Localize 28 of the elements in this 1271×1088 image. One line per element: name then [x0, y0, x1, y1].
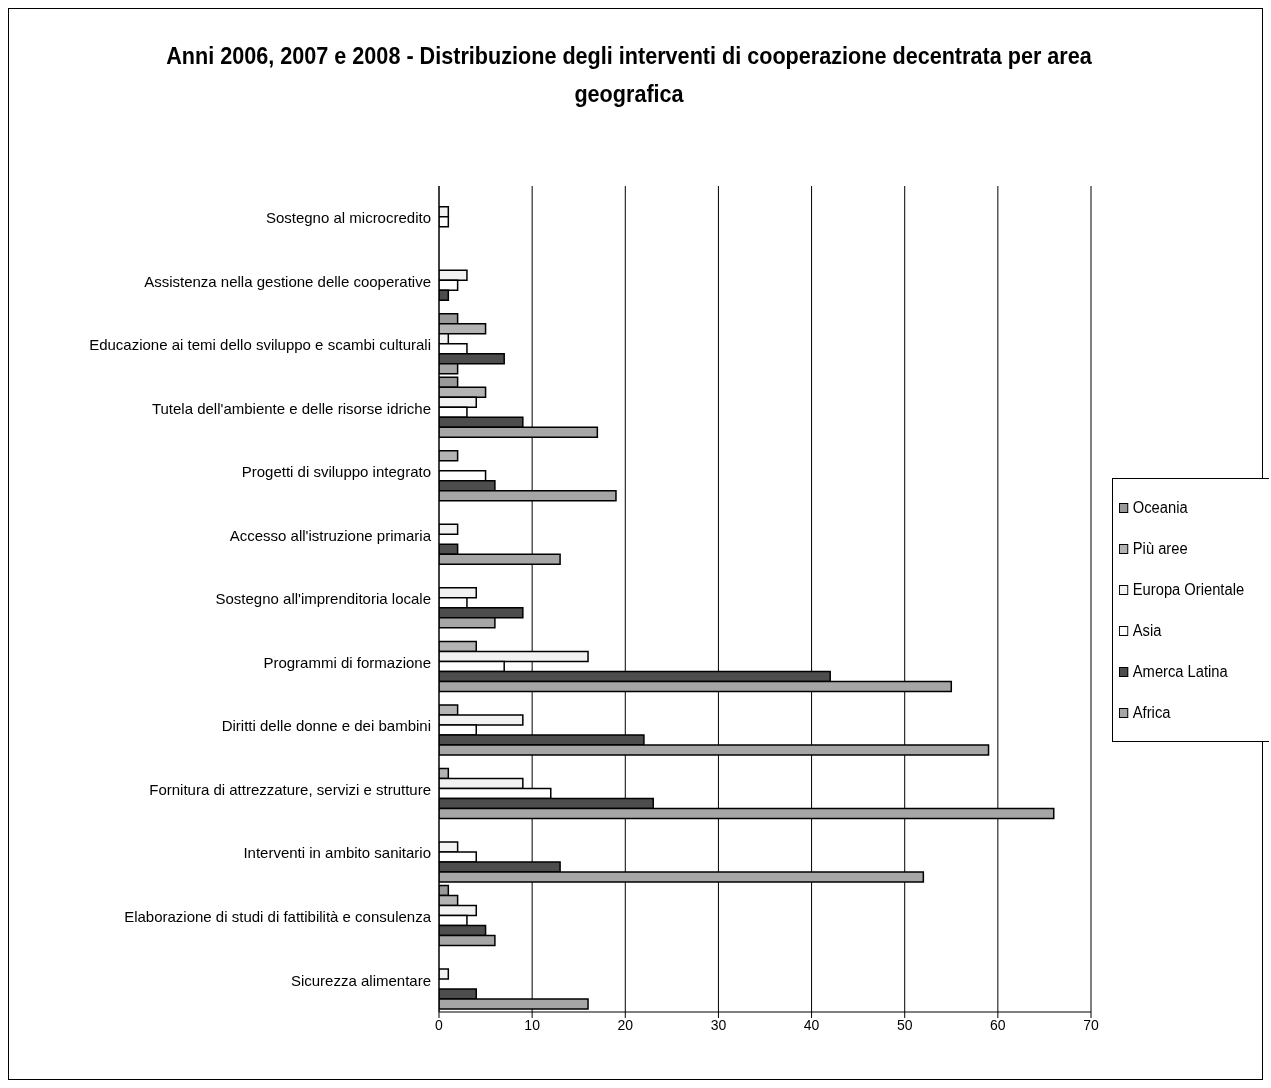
x-tick-label: 30 [710, 1016, 727, 1033]
y-tick-label: Accesso all'istruzione primaria [229, 526, 432, 544]
y-tick-label: Fornitura di attrezzature, servizi e strutture [149, 780, 431, 798]
y-tick-label: Sostegno all'imprenditoria locale [215, 590, 431, 608]
x-tick-label: 20 [617, 1016, 634, 1033]
y-tick-label: Diritti delle donne e dei bambini [221, 717, 431, 735]
legend-label: Oceania [1132, 498, 1188, 517]
y-tick-label: Tutela dell'ambiente e delle risorse idriche [151, 399, 431, 417]
y-tick-label: Assistenza nella gestione delle cooperative [144, 272, 431, 290]
y-tick-label: Educazione ai temi dello sviluppo e scambi culturali [89, 336, 431, 354]
x-tick-label: 60 [990, 1016, 1006, 1033]
x-tick-label: 50 [896, 1016, 913, 1033]
chart-title: Anni 2006, 2007 e 2008 - Distribuzione degli interventi di cooperazione decentrata per area geografica [165, 41, 1093, 109]
y-tick-label: Progetti di sviluppo integrato [241, 463, 431, 481]
x-tick-label: 40 [803, 1016, 820, 1033]
x-tick-label: 10 [524, 1016, 541, 1033]
y-tick-label: Sostegno al microcredito [265, 209, 431, 227]
y-tick-label: Programmi di formazione [263, 653, 431, 671]
legend-label: Amerca Latina [1132, 662, 1228, 681]
x-tick-label: 0 [435, 1016, 444, 1033]
legend-label: Europa Orientale [1132, 580, 1245, 599]
x-tick-label: 70 [1083, 1016, 1099, 1033]
legend-label: Più aree [1132, 539, 1188, 558]
y-tick-label: Interventi in ambito sanitario [243, 844, 431, 862]
legend-label: Africa [1132, 703, 1171, 722]
legend-label: Asia [1132, 621, 1162, 640]
y-tick-label: Sicurezza alimentare [290, 971, 431, 989]
y-tick-label: Elaborazione di studi di fattibilità e consulenza [124, 908, 432, 926]
